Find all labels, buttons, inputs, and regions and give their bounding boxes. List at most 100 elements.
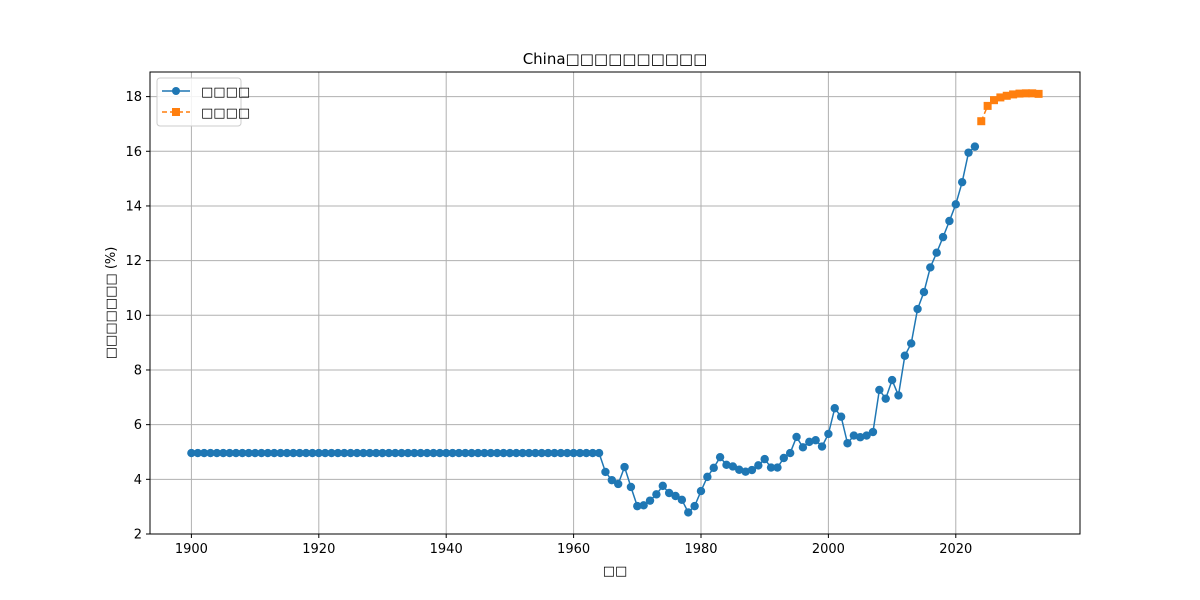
data-point bbox=[263, 448, 273, 458]
data-point bbox=[1015, 89, 1024, 98]
data-point bbox=[473, 448, 483, 458]
data-point bbox=[856, 433, 865, 442]
data-point bbox=[703, 472, 712, 482]
data-point bbox=[696, 486, 706, 496]
x-tick-label: 1900 bbox=[175, 542, 208, 557]
data-point bbox=[378, 448, 387, 458]
data-point bbox=[607, 475, 617, 485]
data-point bbox=[926, 263, 935, 272]
data-point bbox=[308, 448, 317, 458]
y-tick-label: 6 bbox=[134, 418, 142, 433]
data-point bbox=[766, 463, 776, 472]
data-point bbox=[773, 463, 782, 472]
y-tick-label: 8 bbox=[134, 363, 142, 378]
data-point bbox=[843, 439, 852, 448]
data-point bbox=[314, 448, 324, 458]
data-point bbox=[193, 448, 202, 458]
data-point bbox=[429, 448, 438, 458]
plot-frame bbox=[149, 71, 1081, 535]
data-point bbox=[1034, 89, 1043, 98]
series-1 bbox=[977, 89, 1043, 126]
data-point bbox=[282, 448, 292, 458]
data-point bbox=[575, 448, 585, 458]
data-point bbox=[754, 461, 763, 470]
y-tick-label: 18 bbox=[125, 90, 142, 105]
data-point bbox=[1021, 89, 1030, 98]
data-point bbox=[747, 465, 757, 475]
data-point bbox=[862, 431, 871, 440]
data-point bbox=[384, 448, 394, 458]
data-point bbox=[620, 462, 629, 472]
data-point bbox=[550, 448, 559, 458]
data-point bbox=[792, 432, 801, 442]
data-point bbox=[990, 96, 999, 105]
series-layer bbox=[187, 89, 1043, 517]
data-point bbox=[817, 442, 827, 451]
data-point bbox=[333, 448, 343, 458]
data-point bbox=[760, 454, 769, 464]
data-point bbox=[524, 448, 534, 458]
data-point bbox=[919, 287, 929, 297]
data-point bbox=[1002, 91, 1011, 100]
data-point bbox=[887, 375, 897, 385]
data-point bbox=[582, 448, 591, 458]
data-point bbox=[970, 142, 980, 151]
legend-label-observed: □□□□ bbox=[201, 85, 250, 100]
data-point bbox=[295, 448, 304, 458]
data-point bbox=[448, 448, 457, 458]
data-point bbox=[422, 448, 432, 458]
data-point bbox=[531, 448, 540, 458]
y-tick-label: 12 bbox=[125, 254, 142, 269]
y-axis-label: □□□□□□□ (%) bbox=[104, 247, 119, 360]
legend-marker-forecast bbox=[172, 108, 180, 116]
x-axis-label: □□ bbox=[603, 564, 628, 579]
data-point bbox=[244, 448, 253, 458]
data-point bbox=[951, 200, 960, 209]
data-point bbox=[996, 93, 1005, 102]
data-point bbox=[983, 101, 992, 110]
data-point bbox=[199, 448, 209, 458]
data-point bbox=[435, 448, 445, 458]
data-point bbox=[480, 448, 489, 458]
data-point bbox=[569, 448, 578, 458]
y-tick-label: 14 bbox=[125, 199, 142, 214]
data-point bbox=[289, 448, 298, 458]
data-point bbox=[454, 448, 464, 458]
data-point bbox=[945, 216, 954, 226]
data-point bbox=[849, 431, 859, 440]
data-point bbox=[320, 448, 330, 458]
data-point bbox=[512, 448, 521, 458]
data-point bbox=[805, 437, 814, 447]
data-point bbox=[505, 448, 515, 458]
data-point bbox=[601, 467, 610, 477]
data-point bbox=[658, 481, 667, 491]
data-point bbox=[340, 448, 349, 458]
data-point bbox=[735, 465, 744, 474]
y-tick-label: 16 bbox=[125, 145, 142, 160]
data-point bbox=[441, 448, 451, 458]
data-point bbox=[231, 448, 241, 458]
data-point bbox=[594, 448, 604, 458]
data-point bbox=[1009, 90, 1018, 99]
data-point bbox=[977, 117, 986, 126]
data-point bbox=[492, 448, 502, 458]
data-point bbox=[677, 495, 687, 505]
data-point bbox=[894, 391, 903, 400]
data-point bbox=[257, 448, 266, 458]
data-point bbox=[626, 482, 636, 492]
x-tick-label: 1980 bbox=[684, 542, 717, 557]
legend-label-forecast: □□□□ bbox=[201, 106, 250, 121]
data-point bbox=[671, 491, 680, 501]
data-point bbox=[206, 448, 215, 458]
data-point bbox=[219, 448, 228, 458]
data-point bbox=[225, 448, 234, 458]
data-point bbox=[722, 460, 731, 470]
data-point bbox=[403, 448, 413, 458]
data-point bbox=[499, 448, 508, 458]
x-tick-label: 1920 bbox=[302, 542, 335, 557]
data-point bbox=[645, 496, 655, 505]
y-tick-label: 10 bbox=[125, 309, 142, 324]
data-point bbox=[359, 448, 368, 458]
legend-marker-observed bbox=[172, 87, 180, 95]
